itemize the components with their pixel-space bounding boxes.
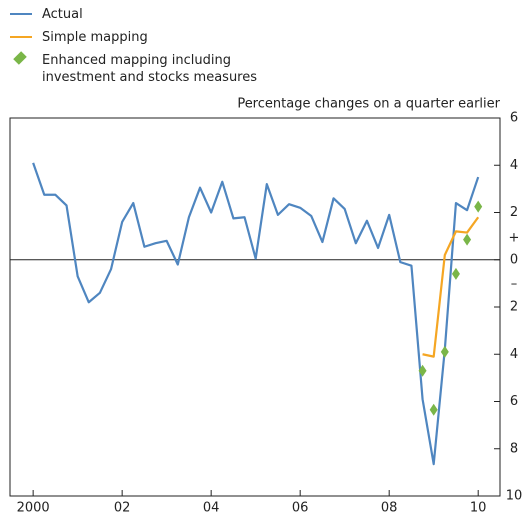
y-axis-label: Percentage changes on a quarter earlier: [237, 97, 500, 112]
below-zero-label: –: [511, 276, 518, 291]
y-tick-label: 6: [510, 111, 518, 126]
x-tick-label: 2000: [17, 501, 50, 516]
y-tick-label: 4: [510, 158, 518, 173]
x-tick-label: 08: [381, 501, 398, 516]
x-tick-label: 02: [114, 501, 131, 516]
diamond-marker: [418, 364, 427, 377]
x-tick-label: 10: [470, 501, 487, 516]
legend-label: Actual: [42, 7, 83, 22]
diamond-marker: [429, 403, 438, 416]
y-tick-label: 2: [510, 300, 518, 315]
series-line: [32, 162, 480, 466]
legend-entry: Simple mapping: [10, 29, 307, 46]
above-zero-label: +: [509, 230, 520, 245]
y-tick-label: 10: [506, 489, 523, 504]
legend-key: [10, 51, 32, 68]
legend-entry: Enhanced mapping including investment an…: [10, 51, 307, 86]
diamond-marker: [440, 345, 449, 358]
diamond-marker: [463, 233, 472, 246]
legend-key: [10, 6, 32, 22]
x-tick-label: 04: [203, 501, 220, 516]
diamond-marker: [474, 200, 483, 213]
diamond-marker: [451, 267, 460, 280]
legend-label: Simple mapping: [42, 30, 148, 45]
y-tick-label: 2: [510, 205, 518, 220]
x-tick-label: 06: [292, 501, 309, 516]
y-tick-label: 8: [510, 441, 518, 456]
legend: Actual Simple mapping Enhanced mapping inc…: [10, 6, 307, 92]
y-tick-label: 6: [510, 394, 518, 409]
legend-entry: Actual: [10, 6, 307, 23]
legend-key: [10, 29, 32, 45]
y-tick-label: 0: [510, 252, 518, 267]
plot-frame: [9, 117, 501, 497]
y-tick-label: 4: [510, 347, 518, 362]
series-line: [422, 216, 480, 358]
legend-label: Enhanced mapping including investment an…: [42, 53, 258, 85]
